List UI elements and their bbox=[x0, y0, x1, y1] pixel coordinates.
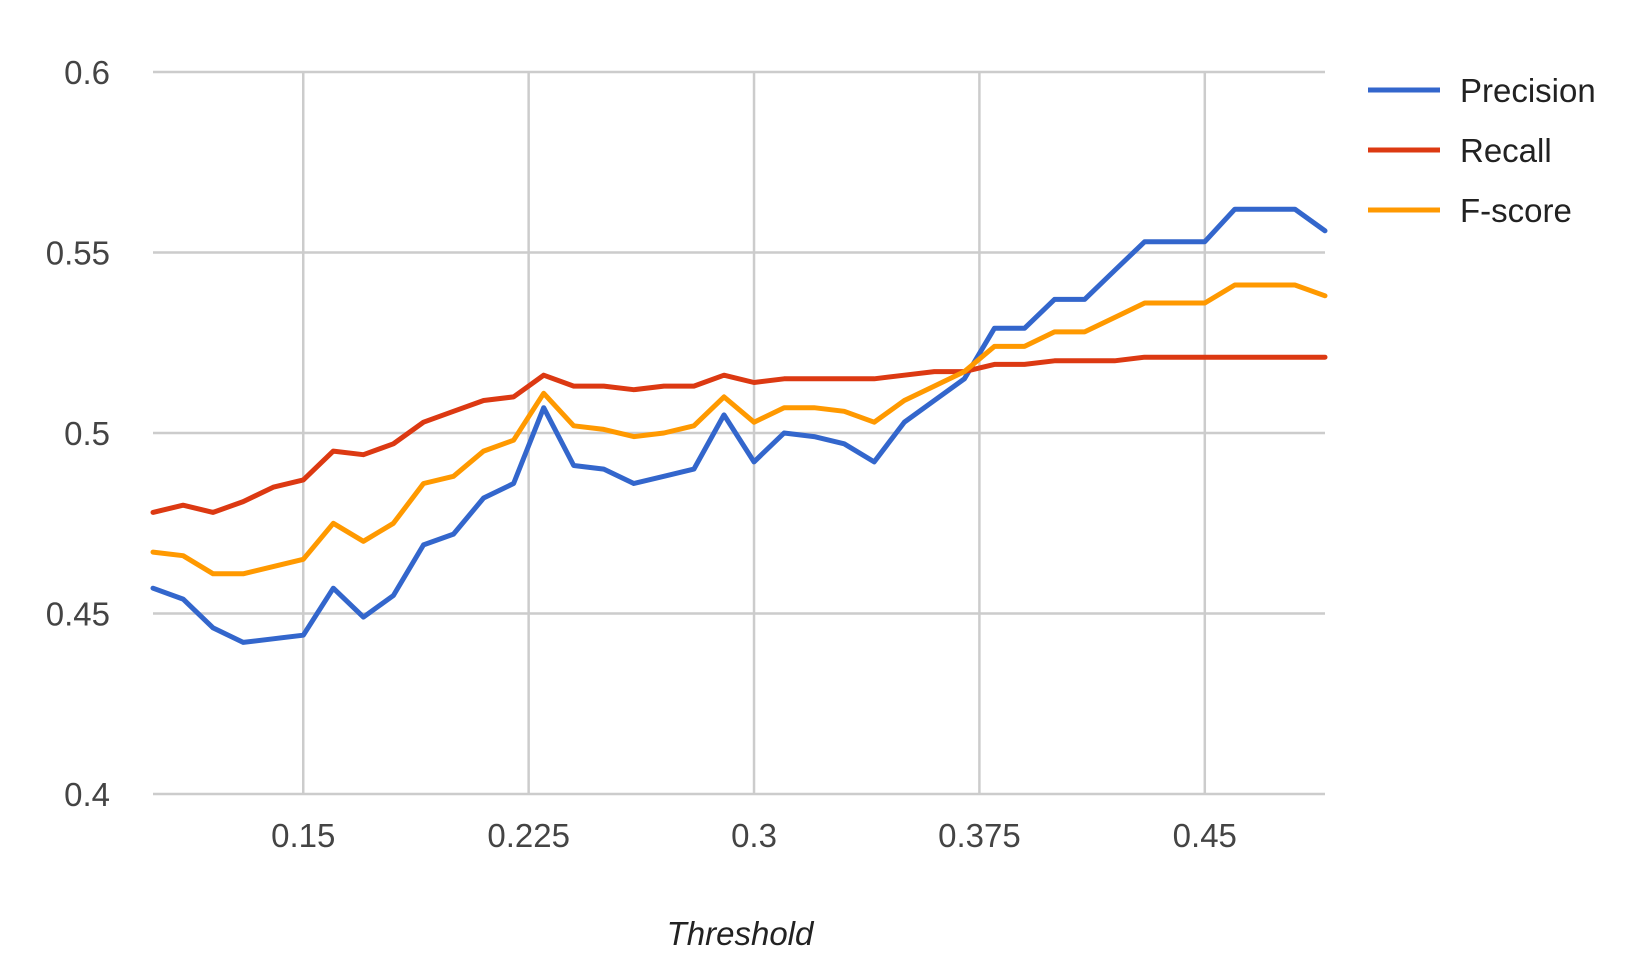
x-axis-title: Threshold bbox=[667, 915, 815, 952]
x-tick-label: 0.3 bbox=[731, 817, 777, 854]
x-gridlines bbox=[302, 72, 1207, 794]
series-line-recall bbox=[150, 354, 1328, 515]
series-line-precision bbox=[150, 206, 1328, 645]
x-axis-tick-labels: 0.15 0.225 0.3 0.375 0.45 bbox=[271, 817, 1237, 854]
legend-label-precision: Precision bbox=[1460, 72, 1596, 109]
series-line-f-score bbox=[150, 282, 1328, 577]
legend: Precision Recall F-score bbox=[1368, 72, 1596, 229]
x-tick-label: 0.45 bbox=[1173, 817, 1237, 854]
y-axis-tick-labels: 0.4 0.45 0.5 0.55 0.6 bbox=[46, 54, 110, 813]
series-lines bbox=[150, 206, 1328, 645]
x-tick-label: 0.225 bbox=[487, 817, 570, 854]
x-tick-label: 0.375 bbox=[938, 817, 1021, 854]
y-tick-label: 0.5 bbox=[64, 415, 110, 452]
y-gridlines bbox=[153, 70, 1325, 796]
y-tick-label: 0.55 bbox=[46, 235, 110, 272]
y-tick-label: 0.45 bbox=[46, 596, 110, 633]
y-tick-label: 0.6 bbox=[64, 54, 110, 91]
legend-label-recall: Recall bbox=[1460, 132, 1552, 169]
x-tick-label: 0.15 bbox=[271, 817, 335, 854]
y-tick-label: 0.4 bbox=[64, 776, 110, 813]
legend-label-f-score: F-score bbox=[1460, 192, 1572, 229]
